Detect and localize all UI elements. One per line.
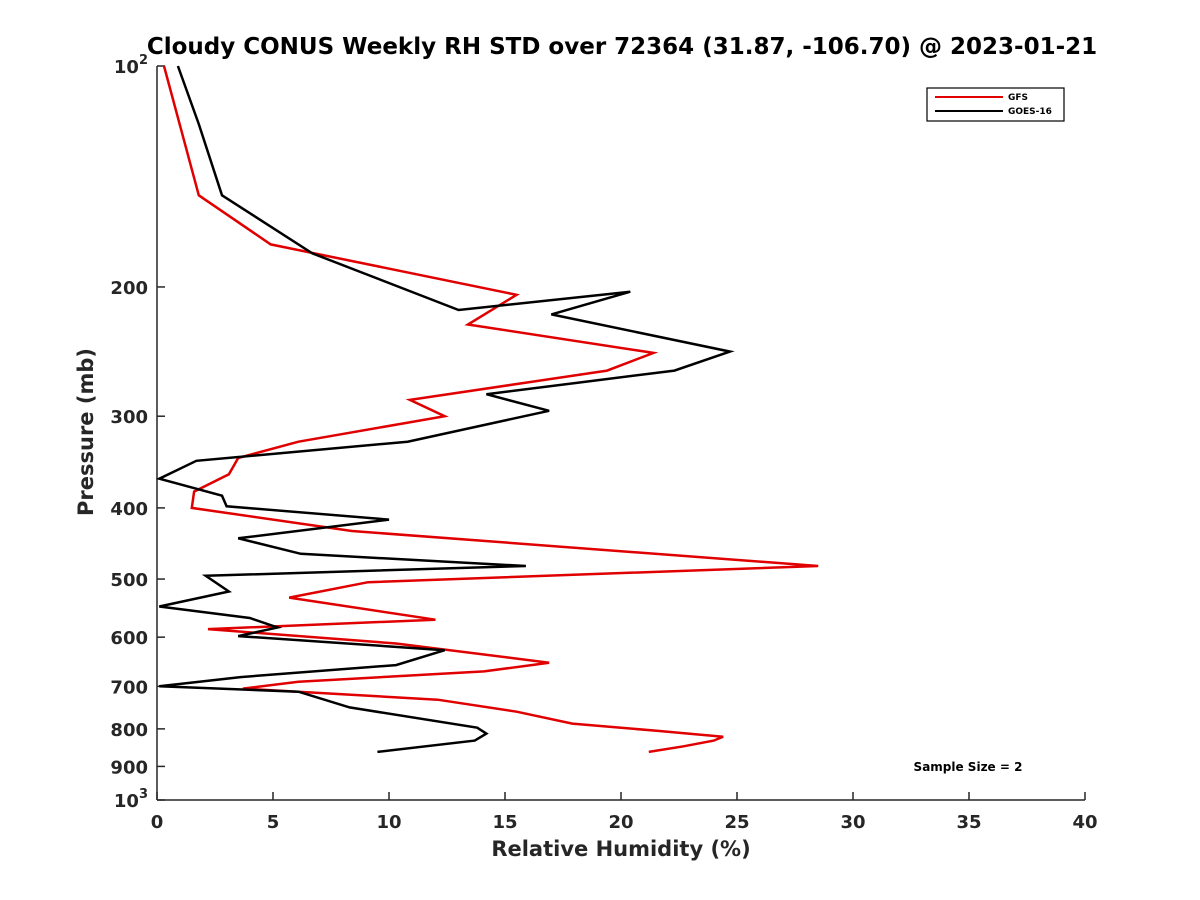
x-tick-label: 15 (492, 812, 517, 833)
series-line-gfs (162, 65, 819, 754)
legend: GFS GOES-16 (926, 87, 1065, 122)
x-tick-label: 25 (724, 812, 749, 833)
x-tick-label: 20 (608, 812, 633, 833)
x-tick-label: 0 (151, 812, 164, 833)
y-tick-label: 700 (110, 677, 148, 698)
series-layer (155, 65, 819, 754)
x-axis-label: Relative Humidity (%) (491, 837, 750, 861)
x-tick-label: 5 (267, 812, 280, 833)
y-tick-label: 800 (110, 720, 148, 741)
x-tick-label: 40 (1072, 812, 1097, 833)
sample-size-annotation: Sample Size = 2 (914, 760, 1023, 774)
y-tick-label: 400 (110, 499, 148, 520)
x-tick-label: 10 (376, 812, 401, 833)
x-tick-label: 35 (956, 812, 981, 833)
legend-box (926, 87, 1065, 122)
y-axis-label: Pressure (mb) (74, 348, 98, 516)
chart-title: Cloudy CONUS Weekly RH STD over 72364 (3… (147, 34, 1097, 60)
legend-label-goes16: GOES-16 (1008, 107, 1052, 117)
y-tick-label: 600 (110, 628, 148, 649)
y-tick-label: 200 (110, 278, 148, 299)
legend-label-gfs: GFS (1008, 93, 1028, 103)
y-tick-label: 300 (110, 407, 148, 428)
series-line-goes16 (155, 65, 735, 754)
y-tick-label: 500 (110, 570, 148, 591)
x-axis-ticks: 0 5 10 15 20 25 30 35 40 (151, 792, 1098, 833)
y-tick-label: 900 (110, 757, 148, 778)
x-tick-label: 30 (840, 812, 865, 833)
